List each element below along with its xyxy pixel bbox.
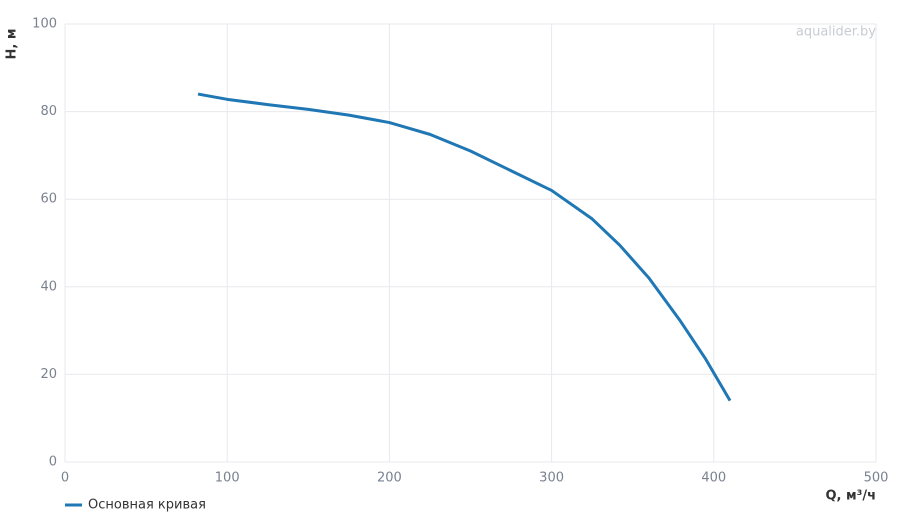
y-tick-label: 0 (49, 455, 57, 470)
x-tick-label: 500 (864, 471, 889, 486)
x-axis-label: Q, м³/ч (825, 489, 876, 504)
y-tick-label: 80 (40, 104, 57, 119)
x-tick-label: 400 (701, 471, 726, 486)
x-tick-label: 300 (539, 471, 564, 486)
y-tick-label: 60 (40, 192, 57, 207)
x-tick-label: 0 (61, 471, 69, 486)
legend-label: Основная кривая (88, 498, 206, 513)
x-tick-label: 200 (377, 471, 402, 486)
watermark: aqualider.by (796, 25, 876, 40)
y-axis-label: H, м (5, 29, 20, 60)
y-tick-label: 40 (40, 279, 57, 294)
y-tick-label: 20 (40, 367, 57, 382)
curve (197, 92, 732, 402)
x-tick-label: 100 (215, 471, 240, 486)
y-tick-label: 100 (32, 17, 57, 32)
